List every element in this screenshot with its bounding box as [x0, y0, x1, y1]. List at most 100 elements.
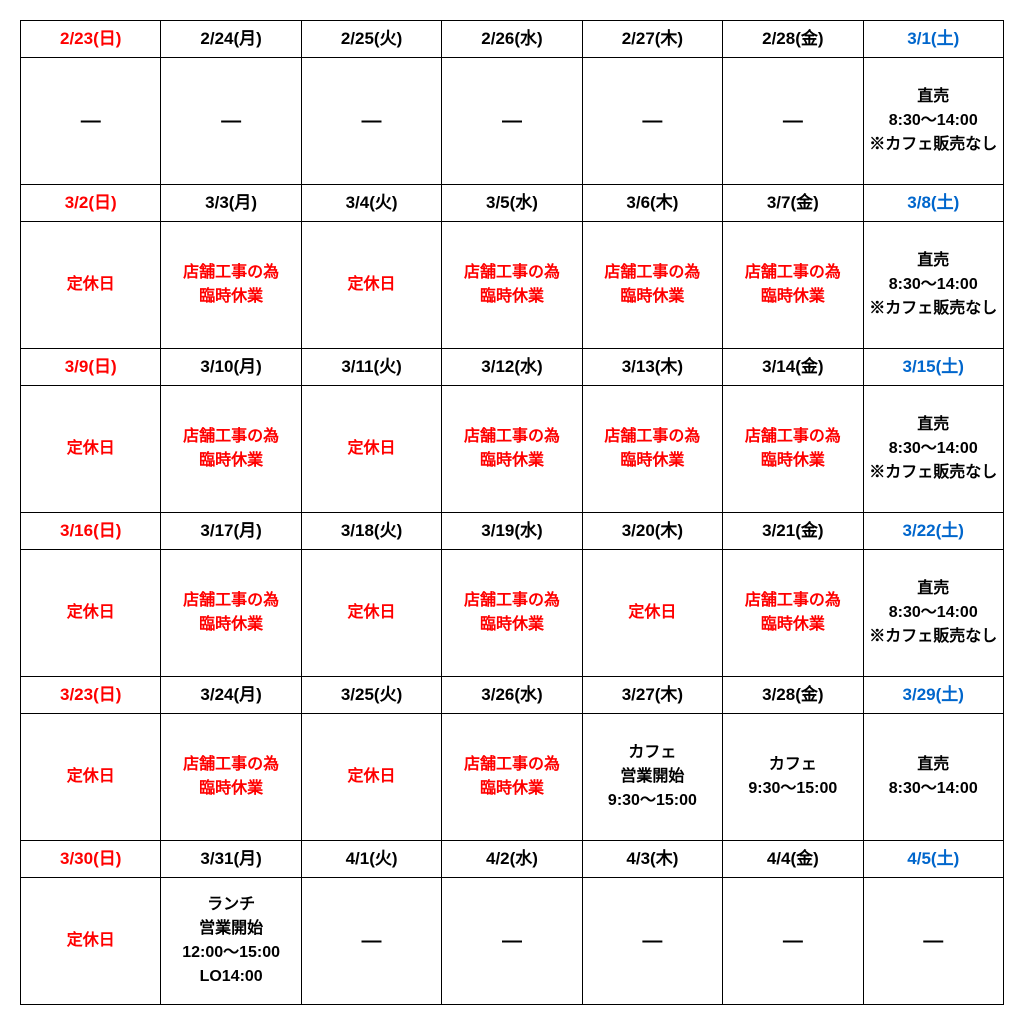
- schedule-cell: 店舗工事の為臨時休業: [723, 222, 863, 349]
- date-header: 3/5(水): [442, 185, 582, 222]
- date-header: 3/9(日): [21, 349, 161, 386]
- schedule-cell: —: [723, 878, 863, 1005]
- schedule-cell-line: 定休日: [304, 601, 439, 625]
- schedule-cell-line: —: [444, 926, 579, 956]
- schedule-cell: 直売8:30～14:00※カフェ販売なし: [863, 386, 1003, 513]
- schedule-cell: 定休日: [21, 222, 161, 349]
- schedule-cell-line: 8:30～14:00: [866, 601, 1001, 625]
- schedule-cell: 店舗工事の為臨時休業: [442, 386, 582, 513]
- schedule-cell-line: —: [725, 926, 860, 956]
- schedule-cell-line: 8:30～14:00: [866, 437, 1001, 461]
- schedule-cell-line: 定休日: [23, 929, 158, 953]
- date-header: 3/4(火): [301, 185, 441, 222]
- schedule-cell: 直売8:30～14:00※カフェ販売なし: [863, 58, 1003, 185]
- schedule-cell: —: [582, 878, 722, 1005]
- schedule-cell: 定休日: [301, 222, 441, 349]
- date-header: 3/17(月): [161, 513, 301, 550]
- date-header: 2/25(火): [301, 21, 441, 58]
- schedule-cell-line: 店舗工事の為: [163, 589, 298, 613]
- schedule-cell-line: 定休日: [23, 765, 158, 789]
- schedule-cell: ランチ営業開始12:00～15:00LO14:00: [161, 878, 301, 1005]
- schedule-cell-line: 8:30～14:00: [866, 109, 1001, 133]
- week-content-row: 定休日ランチ営業開始12:00～15:00LO14:00—————: [21, 878, 1004, 1005]
- schedule-cell-line: —: [23, 106, 158, 136]
- schedule-cell-line: カフェ: [585, 741, 720, 765]
- schedule-cell-line: ※カフェ販売なし: [866, 133, 1001, 157]
- schedule-cell-line: 8:30～14:00: [866, 273, 1001, 297]
- schedule-cell-line: LO14:00: [163, 965, 298, 989]
- week-content-row: 定休日店舗工事の為臨時休業定休日店舗工事の為臨時休業定休日店舗工事の為臨時休業直…: [21, 550, 1004, 677]
- schedule-cell: —: [301, 58, 441, 185]
- schedule-cell: —: [442, 878, 582, 1005]
- date-header: 3/29(土): [863, 677, 1003, 714]
- schedule-cell-line: ※カフェ販売なし: [866, 461, 1001, 485]
- schedule-cell-line: 店舗工事の為: [585, 425, 720, 449]
- schedule-cell: カフェ9:30～15:00: [723, 714, 863, 841]
- schedule-cell: 直売8:30～14:00※カフェ販売なし: [863, 222, 1003, 349]
- schedule-cell-line: 臨時休業: [725, 613, 860, 637]
- schedule-cell: 店舗工事の為臨時休業: [161, 222, 301, 349]
- date-header: 3/13(木): [582, 349, 722, 386]
- date-header: 3/8(土): [863, 185, 1003, 222]
- schedule-cell-line: 店舗工事の為: [725, 589, 860, 613]
- schedule-cell: 定休日: [21, 386, 161, 513]
- date-header: 4/3(木): [582, 841, 722, 878]
- date-header: 3/19(水): [442, 513, 582, 550]
- week-header-row: 3/9(日)3/10(月)3/11(火)3/12(水)3/13(木)3/14(金…: [21, 349, 1004, 386]
- schedule-cell: 定休日: [21, 878, 161, 1005]
- schedule-cell: 定休日: [21, 550, 161, 677]
- date-header: 4/2(水): [442, 841, 582, 878]
- date-header: 3/14(金): [723, 349, 863, 386]
- schedule-cell-line: 店舗工事の為: [444, 425, 579, 449]
- schedule-cell-line: 定休日: [304, 765, 439, 789]
- schedule-cell: —: [301, 878, 441, 1005]
- schedule-cell-line: 直売: [866, 249, 1001, 273]
- schedule-cell-line: 直売: [866, 85, 1001, 109]
- schedule-cell: —: [582, 58, 722, 185]
- schedule-cell-line: —: [725, 106, 860, 136]
- date-header: 2/23(日): [21, 21, 161, 58]
- schedule-cell: 店舗工事の為臨時休業: [723, 550, 863, 677]
- schedule-cell: 店舗工事の為臨時休業: [582, 222, 722, 349]
- date-header: 2/27(木): [582, 21, 722, 58]
- schedule-cell: 直売8:30～14:00※カフェ販売なし: [863, 550, 1003, 677]
- schedule-cell: 店舗工事の為臨時休業: [442, 222, 582, 349]
- schedule-cell: 店舗工事の為臨時休業: [582, 386, 722, 513]
- schedule-cell-line: 店舗工事の為: [444, 261, 579, 285]
- schedule-cell-line: 定休日: [585, 601, 720, 625]
- date-header: 3/28(金): [723, 677, 863, 714]
- schedule-cell-line: 店舗工事の為: [725, 425, 860, 449]
- schedule-cell: 店舗工事の為臨時休業: [723, 386, 863, 513]
- schedule-cell-line: 臨時休業: [163, 285, 298, 309]
- schedule-cell: 定休日: [301, 550, 441, 677]
- schedule-cell: 店舗工事の為臨時休業: [161, 714, 301, 841]
- schedule-cell-line: 8:30～14:00: [866, 777, 1001, 801]
- schedule-cell-line: —: [163, 106, 298, 136]
- schedule-cell: —: [723, 58, 863, 185]
- date-header: 3/23(日): [21, 677, 161, 714]
- date-header: 3/18(火): [301, 513, 441, 550]
- schedule-cell-line: 定休日: [23, 437, 158, 461]
- schedule-cell-line: 12:00～15:00: [163, 941, 298, 965]
- schedule-cell-line: 臨時休業: [163, 613, 298, 637]
- schedule-cell-line: 定休日: [304, 437, 439, 461]
- date-header: 3/26(水): [442, 677, 582, 714]
- schedule-cell-line: 臨時休業: [163, 449, 298, 473]
- date-header: 3/3(月): [161, 185, 301, 222]
- date-header: 3/22(土): [863, 513, 1003, 550]
- schedule-cell: 店舗工事の為臨時休業: [161, 550, 301, 677]
- schedule-cell: 定休日: [21, 714, 161, 841]
- date-header: 2/26(水): [442, 21, 582, 58]
- date-header: 4/5(土): [863, 841, 1003, 878]
- week-content-row: 定休日店舗工事の為臨時休業定休日店舗工事の為臨時休業店舗工事の為臨時休業店舗工事…: [21, 222, 1004, 349]
- schedule-cell-line: 店舗工事の為: [444, 753, 579, 777]
- date-header: 3/31(月): [161, 841, 301, 878]
- date-header: 3/20(木): [582, 513, 722, 550]
- week-header-row: 3/2(日)3/3(月)3/4(火)3/5(水)3/6(木)3/7(金)3/8(…: [21, 185, 1004, 222]
- schedule-cell-line: 直売: [866, 577, 1001, 601]
- schedule-cell: カフェ営業開始9:30～15:00: [582, 714, 722, 841]
- schedule-cell-line: —: [304, 926, 439, 956]
- date-header: 3/24(月): [161, 677, 301, 714]
- date-header: 3/2(日): [21, 185, 161, 222]
- week-header-row: 3/30(日)3/31(月)4/1(火)4/2(水)4/3(木)4/4(金)4/…: [21, 841, 1004, 878]
